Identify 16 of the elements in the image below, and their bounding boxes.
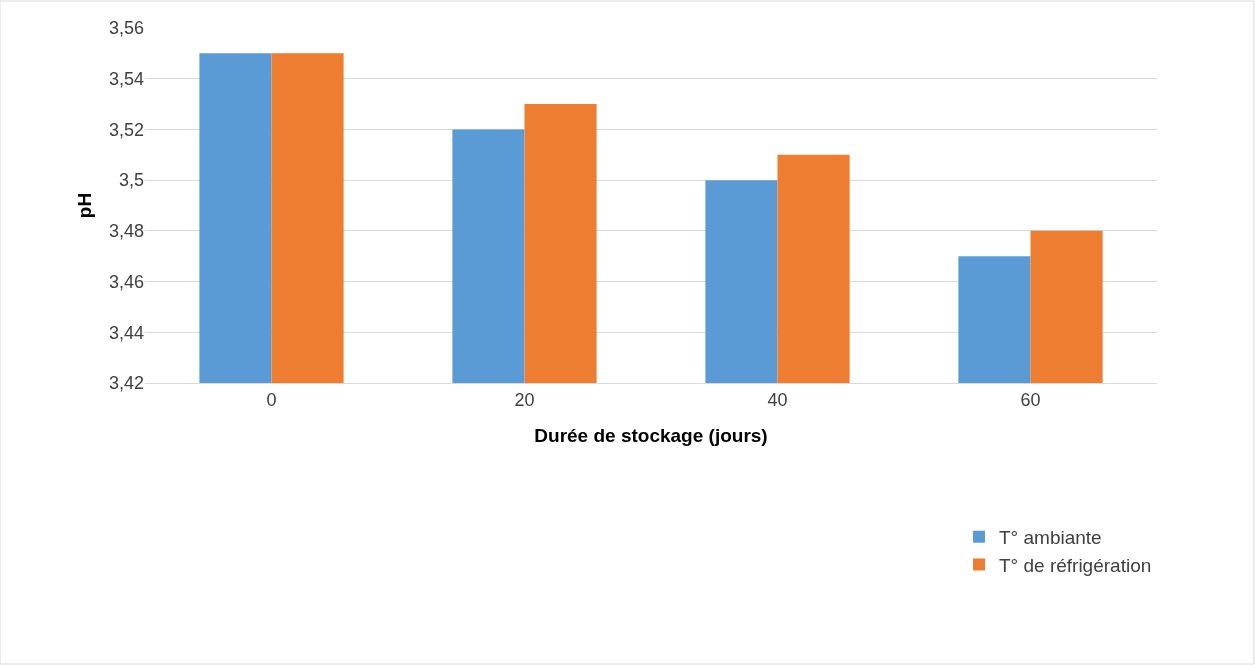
x-tick-label: 40: [767, 389, 788, 410]
legend-label: T° ambiante: [999, 527, 1102, 549]
x-tick-label: 0: [266, 389, 277, 410]
y-tick-label: 3,48: [108, 221, 144, 242]
x-tick-label: 60: [1020, 389, 1041, 410]
y-tick-label: 3,52: [108, 119, 144, 140]
y-tick-label: 3,54: [108, 69, 144, 90]
x-axis-title: Durée de stockage (jours): [534, 425, 768, 447]
y-tick-label: 3,44: [108, 322, 144, 343]
y-tick-label: 3,46: [108, 271, 144, 292]
y-tick-label: 3,56: [108, 18, 144, 39]
y-axis-title: pH: [73, 192, 95, 219]
x-tick-label: 20: [514, 389, 535, 410]
legend-label: T° de réfrigération: [999, 554, 1152, 576]
y-tick-label: 3,5: [118, 170, 144, 191]
y-tick-label: 3,42: [108, 373, 144, 394]
